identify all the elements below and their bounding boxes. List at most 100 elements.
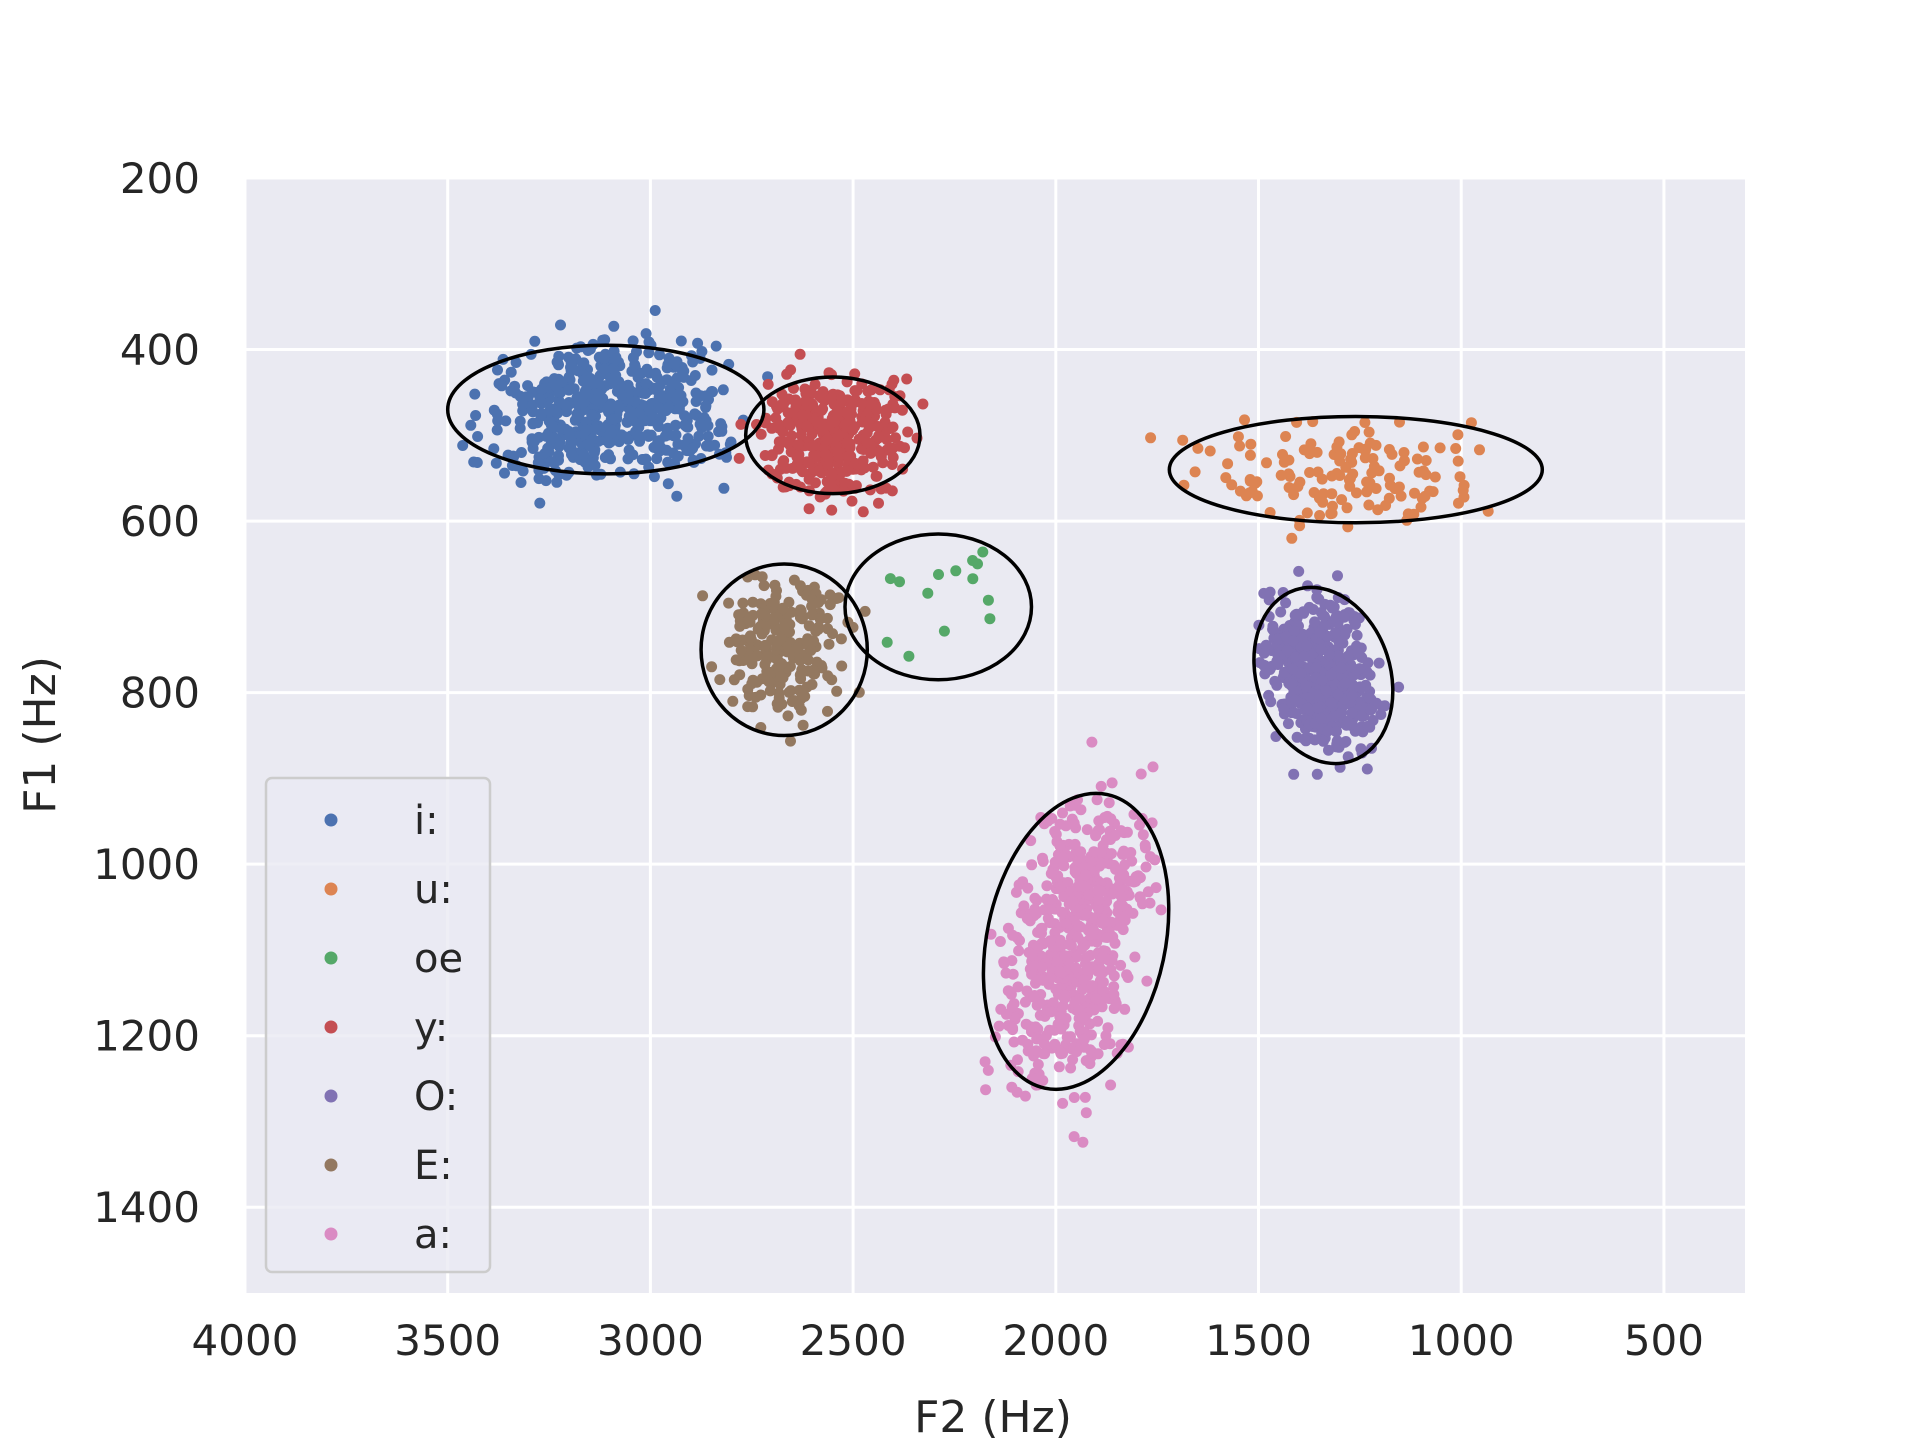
data-point (1349, 619, 1361, 630)
y-tick-label: 200 (120, 154, 200, 203)
data-point (700, 400, 712, 412)
data-point (823, 638, 835, 650)
data-point (1078, 1033, 1090, 1045)
data-point (1130, 875, 1142, 887)
data-point (1450, 443, 1462, 454)
data-point (1315, 643, 1327, 655)
data-point (535, 408, 547, 420)
data-point (1271, 679, 1283, 691)
data-point (1309, 616, 1321, 628)
data-point (1271, 655, 1283, 667)
data-point (826, 417, 838, 428)
ellipse-series-6 (981, 791, 1171, 1092)
data-point (812, 597, 824, 609)
data-point (1234, 440, 1246, 452)
data-point (1108, 970, 1120, 982)
data-point (605, 453, 616, 465)
data-point (1336, 706, 1348, 718)
data-point (759, 659, 771, 670)
data-point (1239, 414, 1250, 426)
data-point (1063, 939, 1075, 950)
data-point (859, 605, 871, 617)
data-point (670, 429, 682, 441)
data-point (641, 363, 653, 375)
data-point (1333, 436, 1345, 448)
data-point (702, 430, 714, 442)
data-point (1080, 1107, 1092, 1119)
data-point (1338, 611, 1350, 623)
data-point (1177, 434, 1189, 446)
legend-label: O: (414, 1074, 458, 1120)
data-point (505, 366, 517, 378)
data-point (1060, 918, 1072, 929)
data-point (1365, 704, 1377, 716)
data-point (967, 573, 979, 585)
data-point (1103, 797, 1115, 809)
data-point (872, 432, 884, 444)
data-point (1310, 662, 1322, 673)
data-point (1054, 840, 1066, 852)
data-point (1101, 932, 1113, 943)
data-point (1288, 768, 1300, 780)
data-point (857, 455, 869, 467)
y-tick-label: 1000 (93, 840, 200, 889)
data-point (725, 436, 737, 448)
data-point (1037, 974, 1049, 986)
data-point (640, 453, 652, 465)
data-point (1453, 497, 1464, 509)
series-5-points (697, 569, 871, 747)
data-point (1339, 677, 1351, 689)
data-point (759, 639, 771, 651)
data-point (994, 936, 1006, 947)
data-point (1300, 680, 1312, 692)
data-point (730, 633, 742, 645)
data-point (714, 674, 726, 686)
data-point (979, 1056, 991, 1068)
data-point (763, 676, 775, 687)
data-point (886, 485, 898, 497)
data-point (490, 457, 502, 469)
data-point (742, 614, 754, 626)
data-point (1354, 663, 1366, 675)
data-point (826, 674, 838, 686)
data-point (1065, 1062, 1077, 1074)
data-point (836, 660, 848, 672)
data-point (1278, 703, 1290, 715)
data-point (822, 705, 833, 717)
data-point (1343, 474, 1355, 486)
y-tick-labels: 200 400 600 800 1000 1200 1400 (93, 154, 200, 1232)
data-point (1375, 709, 1387, 720)
data-point (819, 448, 831, 460)
data-point (1288, 625, 1300, 637)
data-point (1289, 609, 1301, 621)
legend: i: u: oe y: O: E: a: (264, 776, 492, 1274)
data-point (856, 398, 868, 409)
data-point (1109, 937, 1121, 949)
data-point (1145, 432, 1157, 444)
data-point (813, 465, 825, 477)
data-point (1226, 479, 1238, 491)
legend-label: u: (414, 867, 453, 913)
data-point (803, 620, 815, 632)
data-point (802, 654, 814, 666)
data-point (1251, 490, 1263, 502)
legend-label: i: (414, 798, 439, 844)
data-point (469, 388, 481, 400)
legend-marker (324, 813, 338, 827)
data-point (1415, 501, 1427, 513)
data-point (1373, 657, 1385, 669)
data-point (553, 359, 564, 371)
data-point (1316, 674, 1328, 686)
data-point (1105, 1079, 1117, 1091)
data-point (766, 396, 778, 408)
data-point (608, 413, 620, 425)
data-point (1192, 442, 1204, 454)
data-point (806, 609, 818, 621)
data-point (1106, 888, 1118, 900)
data-point (1419, 490, 1431, 502)
data-point (1393, 481, 1405, 493)
data-point (1287, 635, 1299, 647)
data-point (1359, 452, 1371, 464)
data-point (715, 418, 727, 430)
data-point (563, 425, 575, 437)
